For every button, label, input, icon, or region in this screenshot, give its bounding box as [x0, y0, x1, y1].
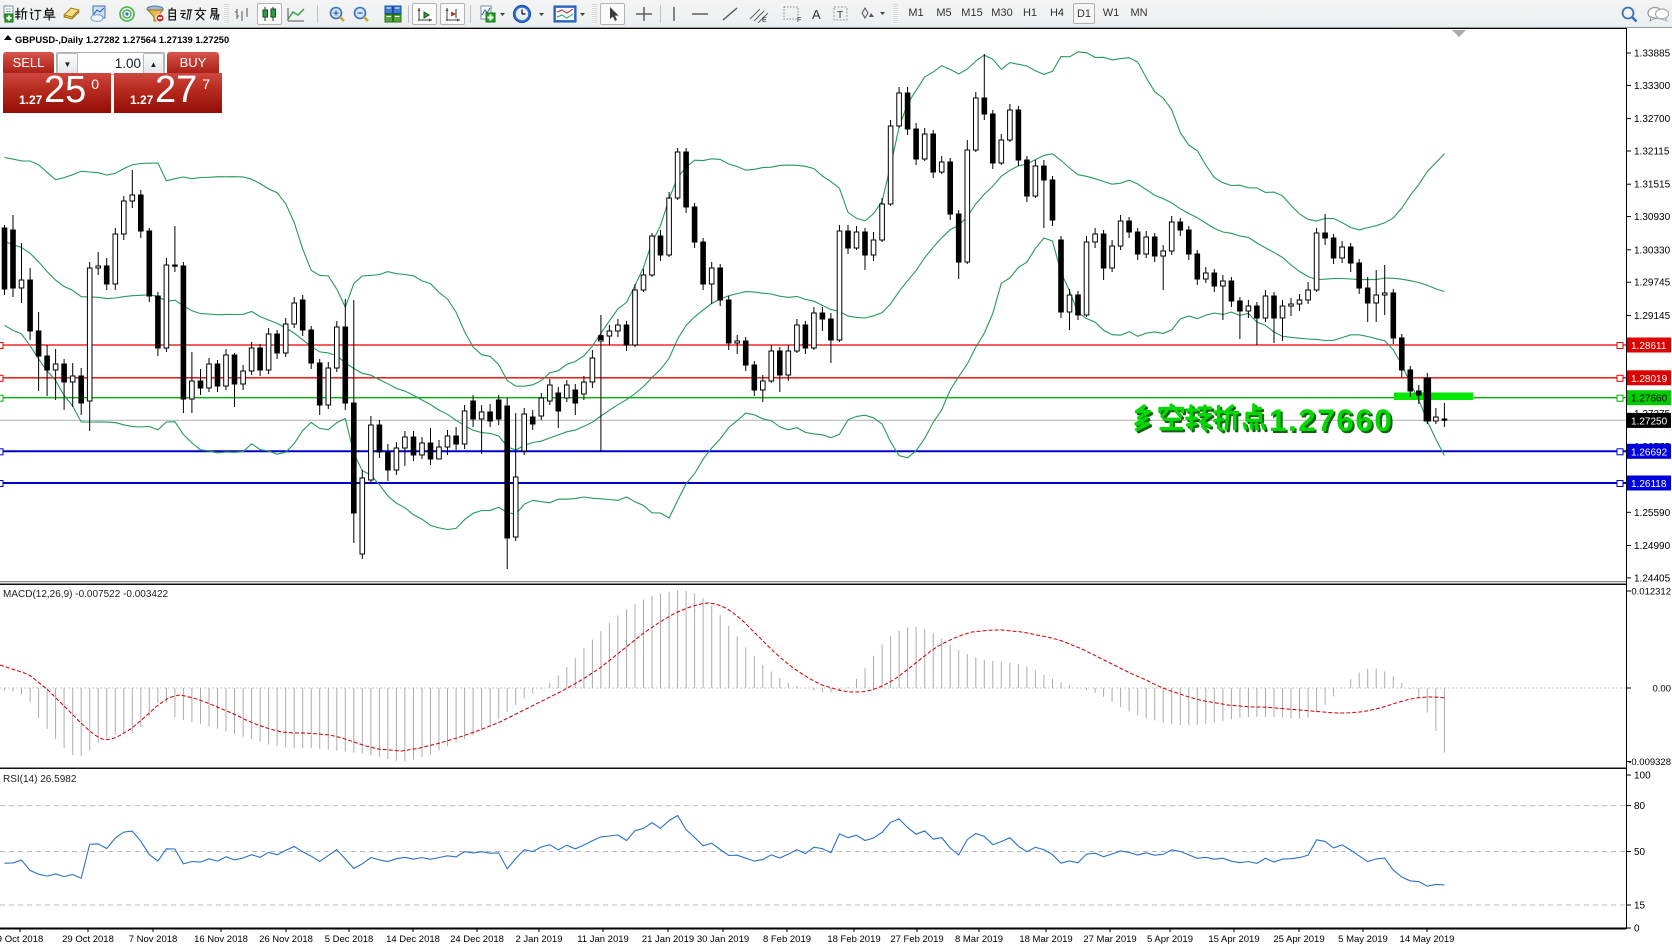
svg-text:1.27660: 1.27660 [1631, 394, 1668, 405]
svg-text:8 Mar 2019: 8 Mar 2019 [955, 934, 1003, 945]
svg-text:F: F [797, 17, 801, 23]
svg-text:1.32700: 1.32700 [1634, 114, 1671, 125]
svg-text:0.012312: 0.012312 [1631, 587, 1671, 598]
svg-text:8 Feb 2019: 8 Feb 2019 [763, 934, 811, 945]
svg-text:1.33885: 1.33885 [1634, 49, 1671, 60]
svg-text:1.30330: 1.30330 [1634, 245, 1671, 256]
svg-text:1.25590: 1.25590 [1634, 508, 1671, 519]
svg-text:1.24990: 1.24990 [1634, 541, 1671, 552]
svg-text:-0.009328: -0.009328 [1628, 757, 1671, 768]
svg-text:1.26692: 1.26692 [1631, 447, 1668, 458]
svg-text:1.27250: 1.27250 [1631, 416, 1668, 427]
svg-text:MACD(12,26,9) -0.007522 -0.003: MACD(12,26,9) -0.007522 -0.003422 [3, 589, 169, 600]
svg-text:100: 100 [1634, 771, 1651, 782]
svg-text:14 May 2019: 14 May 2019 [1400, 934, 1455, 945]
svg-text:1.29745: 1.29745 [1634, 278, 1671, 289]
svg-text:15: 15 [1634, 901, 1646, 912]
svg-text:RSI(14) 26.5982: RSI(14) 26.5982 [3, 774, 77, 785]
svg-text:7 Nov 2018: 7 Nov 2018 [129, 934, 178, 945]
svg-text:E: E [762, 17, 767, 23]
svg-text:24 Dec 2018: 24 Dec 2018 [450, 934, 504, 945]
svg-text:5 Dec 2018: 5 Dec 2018 [325, 934, 374, 945]
svg-text:0: 0 [1634, 924, 1640, 935]
svg-text:30 Jan 2019: 30 Jan 2019 [697, 934, 749, 945]
svg-text:50: 50 [1634, 847, 1646, 858]
svg-text:26 Nov 2018: 26 Nov 2018 [259, 934, 313, 945]
svg-text:15 Apr 2019: 15 Apr 2019 [1208, 934, 1259, 945]
svg-text:1.31515: 1.31515 [1634, 180, 1671, 191]
svg-text:5 May 2019: 5 May 2019 [1338, 934, 1388, 945]
svg-text:16 Nov 2018: 16 Nov 2018 [194, 934, 248, 945]
svg-text:1.24405: 1.24405 [1634, 573, 1671, 584]
svg-text:5 Apr 2019: 5 Apr 2019 [1147, 934, 1193, 945]
svg-text:GBPUSD-,Daily 1.27282 1.27564: GBPUSD-,Daily 1.27282 1.27564 1.27139 1.… [15, 34, 229, 45]
svg-text:1.32115: 1.32115 [1634, 147, 1670, 158]
svg-text:T: T [837, 10, 843, 21]
svg-text:9 Oct 2018: 9 Oct 2018 [0, 934, 43, 945]
svg-text:1.27660: 1.27660 [1271, 404, 1395, 440]
svg-text:1.27660: 1.27660 [1269, 402, 1393, 438]
svg-text:25 Apr 2019: 25 Apr 2019 [1273, 934, 1324, 945]
svg-text:1.26118: 1.26118 [1631, 479, 1667, 490]
svg-text:14 Dec 2018: 14 Dec 2018 [386, 934, 440, 945]
svg-text:1.28019: 1.28019 [1631, 374, 1668, 385]
svg-text:18 Feb 2019: 18 Feb 2019 [827, 934, 880, 945]
svg-text:1.33300: 1.33300 [1634, 81, 1671, 92]
svg-text:18 Mar 2019: 18 Mar 2019 [1019, 934, 1072, 945]
svg-text:27 Feb 2019: 27 Feb 2019 [890, 934, 943, 945]
svg-text:21 Jan 2019: 21 Jan 2019 [642, 934, 694, 945]
svg-text:1.30930: 1.30930 [1634, 212, 1671, 223]
svg-text:29 Oct 2018: 29 Oct 2018 [62, 934, 114, 945]
svg-text:2 Jan 2019: 2 Jan 2019 [515, 934, 562, 945]
svg-text:80: 80 [1634, 801, 1646, 812]
svg-text:1.29145: 1.29145 [1634, 311, 1671, 322]
svg-text:0.00: 0.00 [1653, 684, 1672, 695]
svg-text:27 Mar 2019: 27 Mar 2019 [1083, 934, 1136, 945]
svg-text:1.28611: 1.28611 [1631, 341, 1667, 352]
svg-text:11 Jan 2019: 11 Jan 2019 [577, 934, 629, 945]
